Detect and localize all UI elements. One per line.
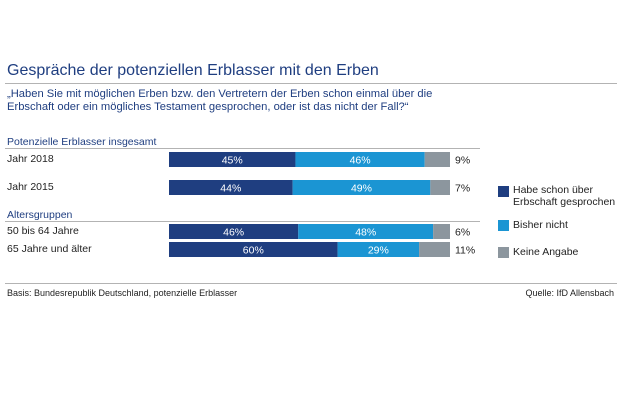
section-divider-age — [5, 221, 480, 222]
data-label-65plus-discussed: 60% — [243, 245, 264, 257]
row-label-50-64: 50 bis 64 Jahre — [7, 225, 79, 237]
end-label-50-64: 6% — [455, 227, 470, 239]
end-label-2015: 7% — [455, 183, 470, 195]
bar-2015-not-yet — [292, 180, 431, 195]
row-label-2015: Jahr 2015 — [7, 181, 54, 193]
legend-swatch-not-yet — [498, 220, 509, 231]
bar-65plus-no-answer — [419, 242, 450, 257]
bar-2015-no-answer — [430, 180, 450, 195]
data-label-2015-not-yet: 49% — [351, 183, 372, 195]
data-label-50-64-discussed: 46% — [223, 227, 244, 239]
bar-65plus-not-yet — [337, 242, 420, 257]
title-divider — [5, 83, 617, 84]
section-label-overall: Potenzielle Erblasser insgesamt — [7, 136, 157, 148]
bar-50-64-not-yet — [298, 224, 434, 239]
section-label-age: Altersgruppen — [7, 209, 73, 221]
data-label-2018-not-yet: 46% — [350, 155, 371, 167]
legend-swatch-no-answer — [498, 247, 509, 258]
row-label-65plus: 65 Jahre und älter — [7, 243, 92, 255]
legend-label-no-answer: Keine Angabe — [513, 246, 579, 258]
footer-divider — [5, 283, 617, 284]
footer-source: Quelle: IfD Allensbach — [525, 288, 614, 298]
legend-label-discussed: Habe schon über Erbschaft gesprochen — [513, 184, 616, 208]
legend-label-not-yet: Bisher nicht — [513, 219, 568, 231]
end-label-65plus: 11% — [455, 245, 475, 257]
data-label-2018-discussed: 45% — [222, 155, 243, 167]
data-label-2015-discussed: 44% — [220, 183, 241, 195]
survey-question: „Haben Sie mit möglichen Erben bzw. den … — [7, 88, 433, 113]
end-label-2018: 9% — [455, 155, 470, 167]
legend-swatch-discussed — [498, 186, 509, 197]
bar-50-64-no-answer — [433, 224, 450, 239]
row-label-2018: Jahr 2018 — [7, 153, 54, 165]
section-divider-overall — [5, 148, 480, 149]
footer-basis: Basis: Bundesrepublik Deutschland, poten… — [7, 288, 238, 298]
chart-title: Gespräche der potenziellen Erblasser mit… — [7, 62, 379, 79]
bar-2018-discussed — [169, 152, 296, 167]
bar-2018-no-answer — [424, 152, 450, 167]
bar-65plus-discussed — [169, 242, 338, 257]
bar-2018-not-yet — [295, 152, 425, 167]
bar-2015-discussed — [169, 180, 293, 195]
data-label-50-64-not-yet: 48% — [355, 227, 376, 239]
bar-50-64-discussed — [169, 224, 299, 239]
data-label-65plus-not-yet: 29% — [368, 245, 389, 257]
